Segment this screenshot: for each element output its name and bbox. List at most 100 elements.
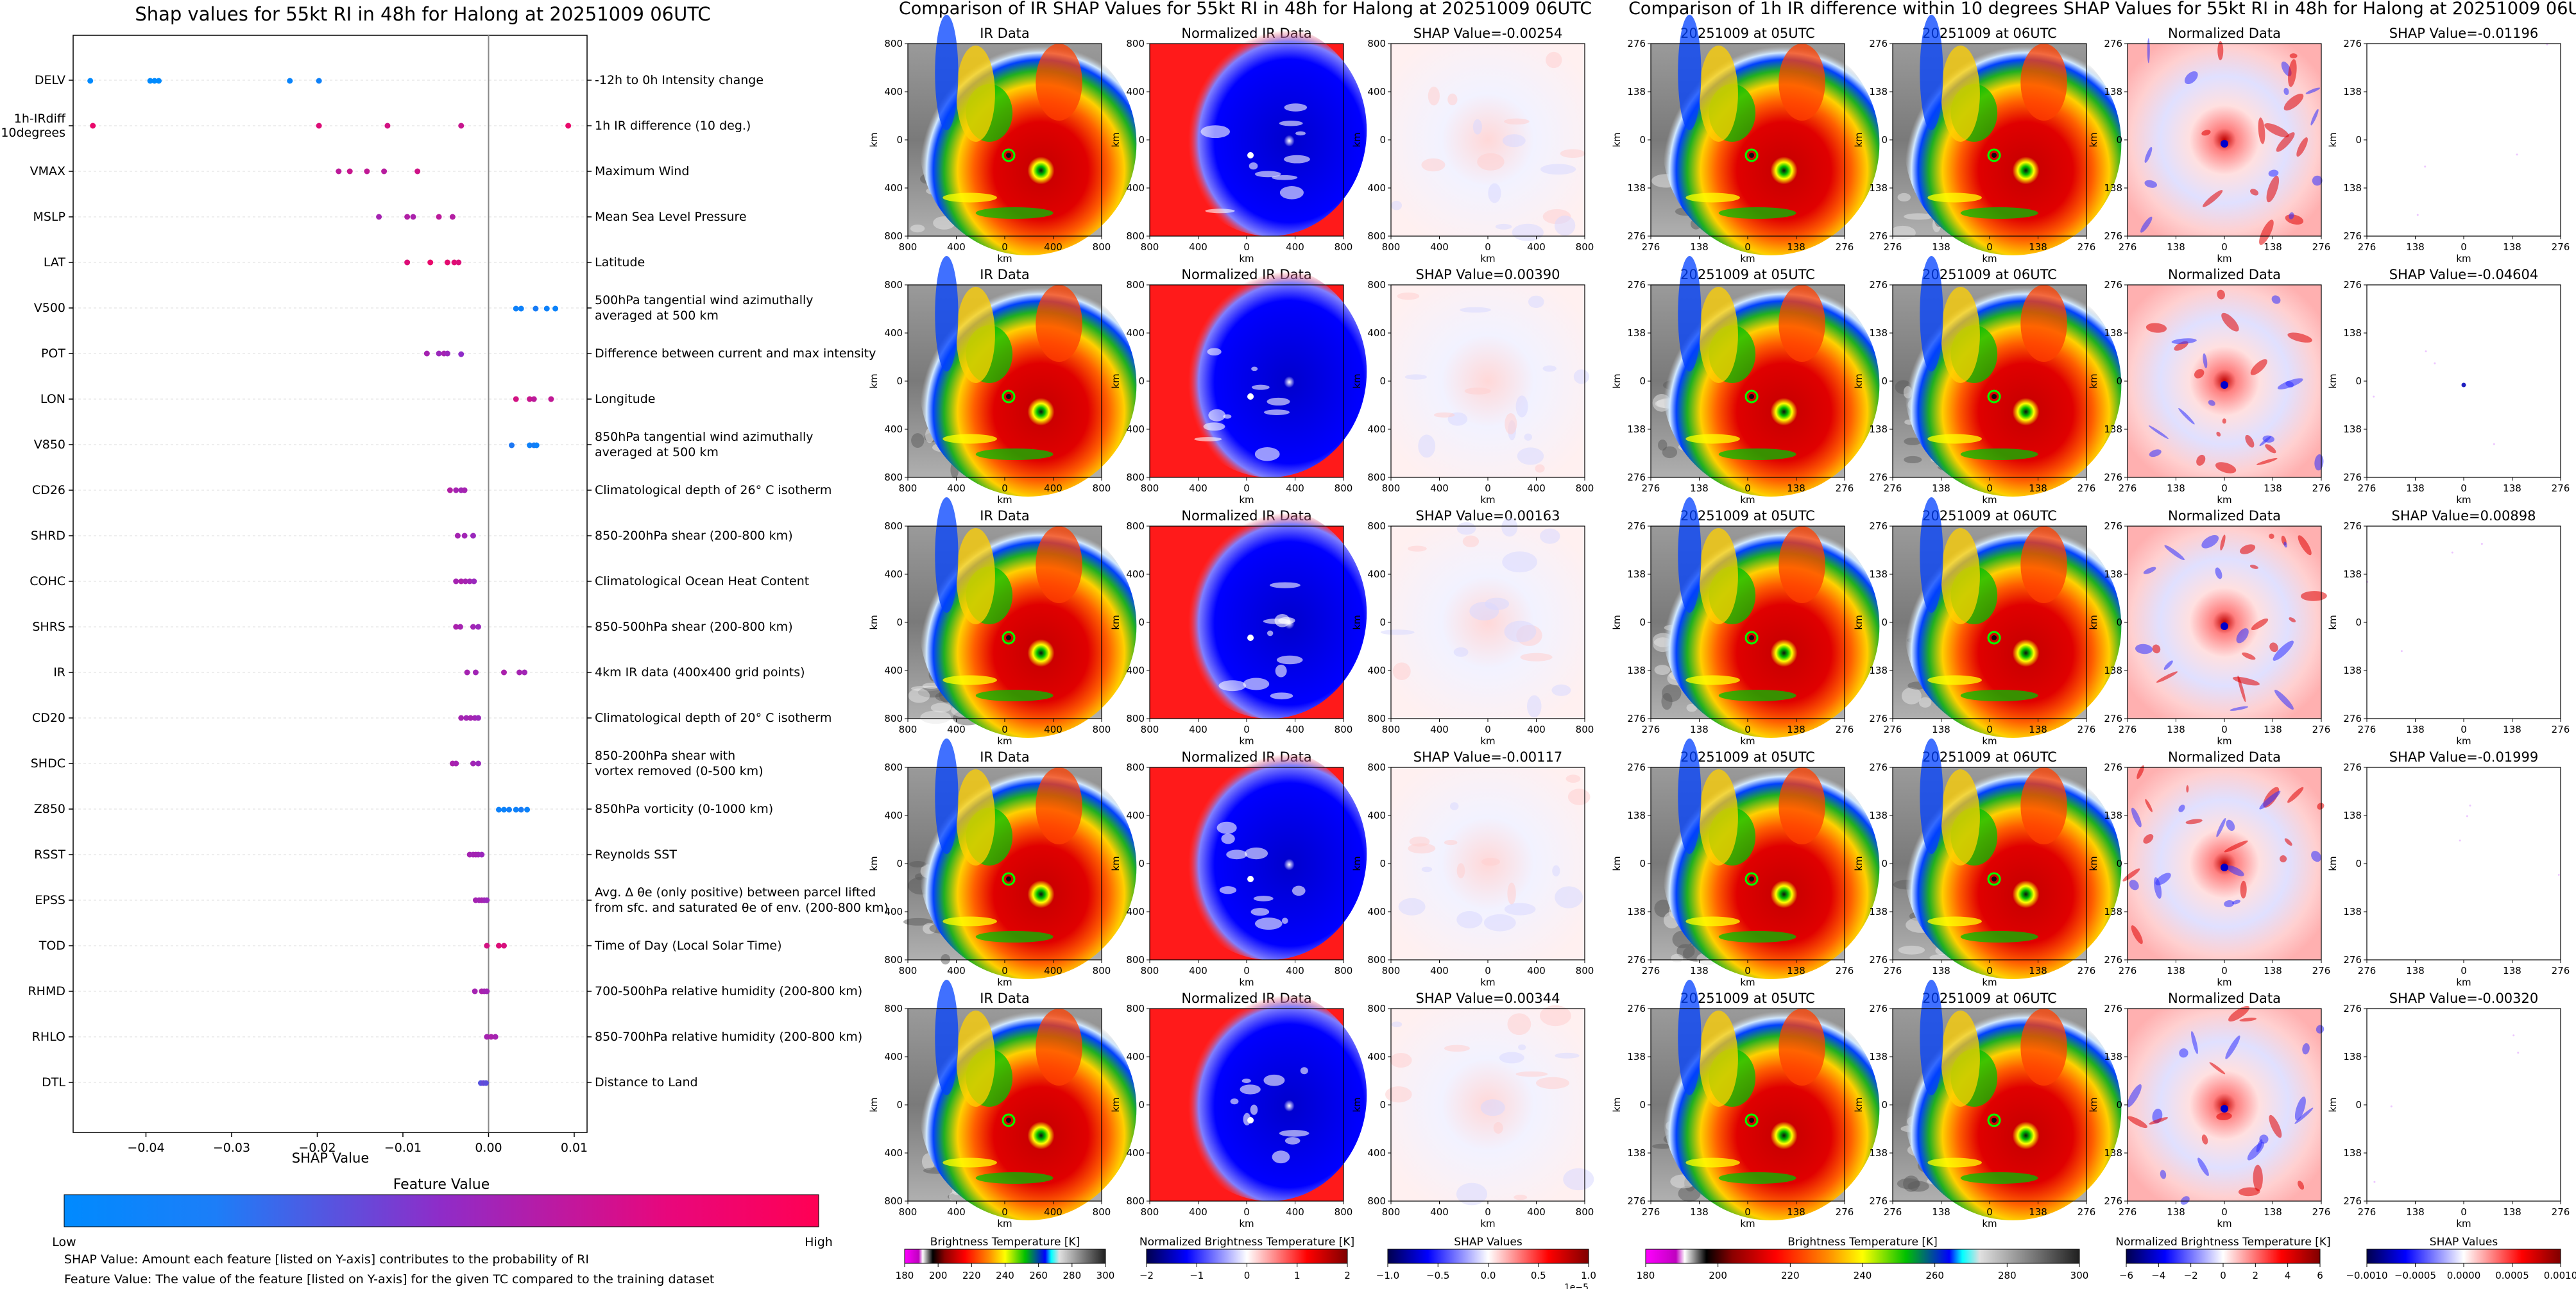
panel: 20251009 at 06UTC27627613813800138138276… [1853, 256, 2122, 506]
cloud-band [2020, 526, 2067, 603]
x-axis-label: SHAP Value [292, 1150, 370, 1166]
x-tick-label: 400 [947, 1206, 966, 1218]
shap-point [316, 78, 322, 84]
diff-streak [2239, 1018, 2256, 1022]
shap-point [501, 943, 508, 949]
y-tick-label: 138 [2343, 810, 2362, 821]
y-tick-label: 400 [884, 665, 903, 676]
y-tick-label: 0 [2355, 617, 2362, 628]
x-tick-label: 138 [2167, 965, 2185, 977]
y-tick-label: 0 [2355, 1099, 2362, 1111]
shap-point [518, 807, 524, 813]
feature-description-label: averaged at 500 km [595, 445, 719, 459]
diff-streak [2144, 180, 2158, 188]
ir-texture [1918, 697, 1932, 708]
panel: SHAP Value=-0.01196276276138138001381382… [2327, 26, 2570, 264]
shap-blob [1504, 620, 1537, 643]
shap-point [453, 624, 459, 630]
y-tick-label: 400 [884, 810, 903, 821]
y-tick-label: 800 [1367, 762, 1386, 773]
x-axis-label: km [1982, 1218, 1997, 1229]
cloud-band [1036, 767, 1082, 844]
shap-blob [1505, 413, 1517, 434]
x-tick-label: 400 [1286, 965, 1304, 977]
cloud-band [1960, 448, 2038, 460]
x-tick-label: 276 [1836, 724, 1854, 735]
y-axis-label: km [1110, 132, 1122, 147]
x-tick-label: 400 [947, 482, 966, 494]
shap-blob [1488, 183, 1501, 203]
ir-texture [908, 688, 930, 703]
panel: Normalized Data2762761381380013813827627… [2088, 26, 2330, 264]
x-tick-label: 0 [1744, 482, 1751, 494]
shap-blob [1542, 365, 1557, 372]
x-tick-label: 276 [2077, 724, 2096, 735]
colorbar-tick-label: 0 [1244, 1270, 1250, 1281]
x-tick-label: 138 [2029, 1206, 2047, 1218]
diff-core [2221, 381, 2228, 389]
x-tick-label: 138 [2029, 241, 2047, 253]
y-tick-label: 400 [1367, 1147, 1386, 1159]
shap-point [522, 669, 528, 676]
colorbar-label: Normalized Brightness Temperature [K] [1139, 1236, 1354, 1249]
y-tick-label: 0 [2116, 617, 2122, 628]
y-tick-label: 138 [2343, 906, 2362, 918]
colorbar-tick-label: 240 [1854, 1270, 1872, 1281]
panel: Normalized IR Data8008004004000040040080… [1110, 24, 1367, 264]
shap-point [90, 123, 96, 129]
x-axis-label: km [1740, 253, 1755, 264]
y-tick-label: 0 [896, 858, 903, 869]
shap-blob [1499, 1052, 1524, 1064]
shap-point [513, 807, 519, 813]
colorbar-tick-label: 240 [996, 1270, 1014, 1281]
diff-streak [2184, 71, 2198, 85]
cloud-band [1718, 207, 1796, 219]
x-tick-label: 800 [1093, 724, 1111, 735]
diff-streak [2264, 123, 2289, 138]
x-tick-label: 276 [2077, 965, 2096, 977]
feature-code-label: RSST [34, 848, 65, 862]
x-tick-label: 138 [2406, 241, 2425, 253]
shap-blob [1551, 684, 1571, 696]
x-tick-label: 400 [1044, 482, 1062, 494]
shap-point [147, 78, 153, 84]
shap-faint-dot [2516, 153, 2518, 156]
colorbar-tick-label: 200 [929, 1270, 948, 1281]
y-tick-label: 138 [1869, 182, 1888, 194]
diff-streak [2216, 431, 2221, 437]
x-tick-label: 800 [1382, 241, 1401, 253]
y-tick-label: 276 [1627, 713, 1646, 724]
x-tick-label: 0 [2221, 241, 2228, 253]
cloud-band [1718, 1172, 1796, 1184]
y-axis-label: km [1853, 615, 1864, 629]
y-tick-label: 400 [884, 182, 903, 194]
diff-streak [2180, 1196, 2190, 1205]
shap-point [501, 669, 508, 676]
colorbar-tick-label: 2 [2253, 1270, 2259, 1281]
storm-eye [1749, 635, 1755, 640]
x-tick-label: 400 [1286, 724, 1304, 735]
diff-streak [2216, 1112, 2232, 1120]
shap-blob [1504, 903, 1536, 916]
storm-eye [1006, 876, 1012, 882]
shap-point [376, 214, 382, 220]
diff-streak [2274, 690, 2294, 710]
norm-streak [1272, 1150, 1290, 1164]
x-tick-label: 400 [1430, 965, 1449, 977]
shap-faint-dot [2466, 815, 2468, 817]
y-tick-label: 276 [1869, 520, 1888, 532]
panel: 20251009 at 05UTC27627613813800138138276… [1611, 738, 1880, 988]
x-tick-label: 800 [1576, 241, 1594, 253]
cloud-band [1699, 287, 1738, 383]
x-tick-label: 138 [2503, 724, 2521, 735]
cloud-band [1699, 46, 1738, 142]
y-tick-label: 800 [1367, 1195, 1386, 1207]
norm-streak [1300, 1067, 1308, 1075]
x-tick-label: 0 [1243, 1206, 1250, 1218]
y-tick-label: 138 [2104, 182, 2122, 194]
shap-blob [1472, 119, 1482, 135]
cloud-band [943, 675, 997, 685]
shap-faint-background [2367, 285, 2561, 477]
y-axis-label: km [868, 615, 880, 629]
